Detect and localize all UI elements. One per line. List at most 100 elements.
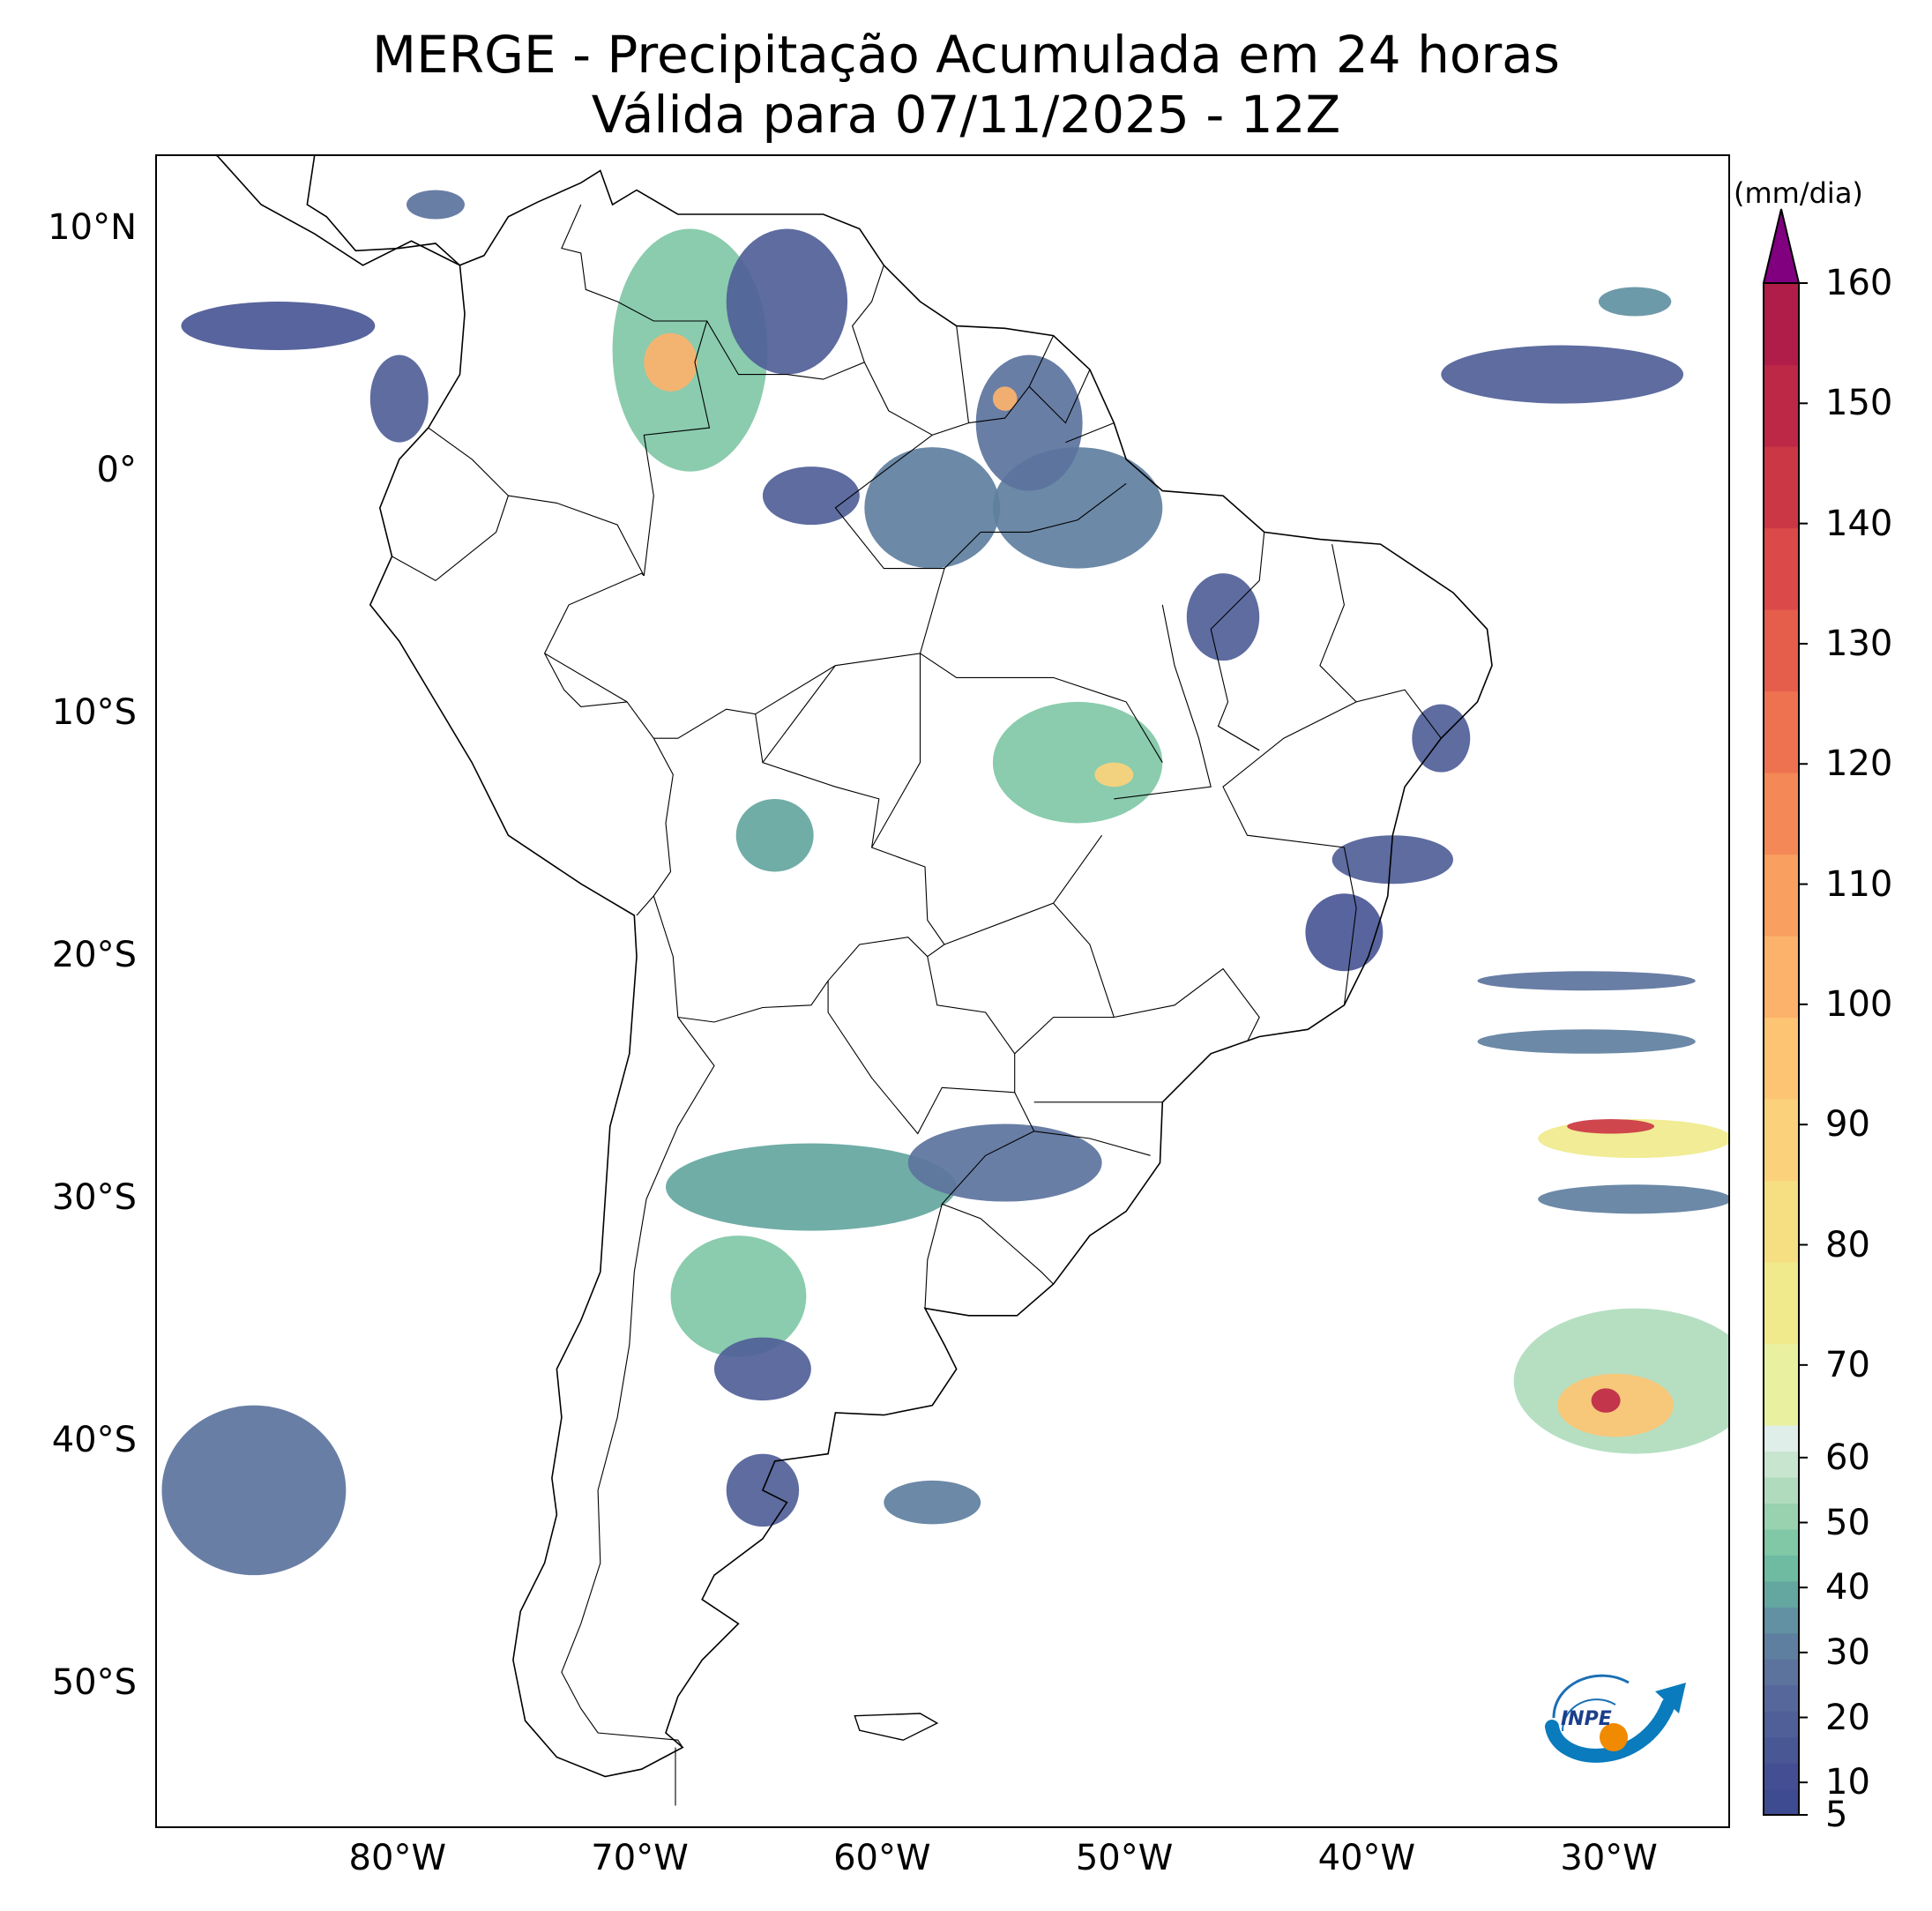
border-18: [1114, 604, 1212, 800]
rain-area-1: [644, 332, 697, 392]
border-23: [1222, 701, 1357, 1005]
rain-area-24: [1591, 1388, 1621, 1413]
border-12: [941, 1092, 1054, 1285]
map-title: MERGE - Precipitação Acumulada em 24 hor…: [372, 25, 1560, 85]
colorbar-segment: [1764, 446, 1799, 529]
colorbar-tick-label: 60: [1825, 1437, 1870, 1478]
rain-area-5: [975, 355, 1083, 491]
lat-tick-label: 50°S: [51, 1661, 137, 1703]
colorbar-segment: [1764, 1763, 1799, 1790]
lat-tick-label: 30°S: [51, 1176, 137, 1218]
border-26: [1033, 1131, 1151, 1156]
map-subtitle: Válida para 07/11/2025 - 12Z: [591, 85, 1341, 145]
rain-area-29: [1538, 1184, 1728, 1214]
border-6: [968, 335, 1055, 424]
border-5: [863, 325, 970, 436]
colorbar-tick-label: 120: [1825, 743, 1893, 785]
lon-tick-label: 50°W: [1075, 1838, 1174, 1878]
lon-tick-label: 70°W: [591, 1838, 689, 1878]
rain-area-33: [369, 355, 429, 443]
colorbar-segment: [1764, 527, 1799, 610]
colorbar-tick-label: 10: [1825, 1762, 1870, 1803]
rain-area-10: [1094, 762, 1134, 788]
border-4: [706, 265, 884, 380]
rain-area-16: [907, 1123, 1102, 1202]
colorbar-segment: [1764, 609, 1799, 692]
lon-tick-label: 30°W: [1560, 1838, 1658, 1878]
lat-tick-label: 10°N: [48, 206, 137, 248]
inpe-logo: INPE: [1545, 1674, 1686, 1763]
rain-area-28: [1477, 971, 1696, 991]
border-31: [762, 665, 836, 764]
border-8: [653, 708, 945, 958]
lon-tick-label: 60°W: [833, 1838, 931, 1878]
rain-area-7: [762, 467, 860, 526]
lat-tick-label: 0°: [96, 449, 137, 490]
rain-area-15: [666, 1143, 957, 1231]
colorbar-segment: [1764, 1451, 1799, 1478]
colorbar-segment: [1764, 1684, 1799, 1712]
colorbar-segment: [1764, 1343, 1799, 1426]
rain-area-2: [726, 228, 848, 375]
border-32: [871, 653, 921, 848]
border-24: [1218, 725, 1260, 751]
colorbar-segment: [1764, 690, 1799, 773]
lon-tick-label: 40°W: [1317, 1838, 1416, 1878]
colorbar-tick-label: 90: [1825, 1104, 1870, 1146]
svg-text:INPE: INPE: [1561, 1708, 1612, 1730]
colorbar-tick-label: 110: [1825, 863, 1893, 905]
colorbar-segment: [1764, 1017, 1799, 1100]
colorbar-tick-label: 150: [1825, 383, 1893, 424]
rain-area-14: [1305, 893, 1384, 972]
rain-area-32: [181, 302, 376, 351]
colorbar-tick-label: 5: [1825, 1795, 1848, 1835]
colorbar-tick-label: 70: [1825, 1344, 1870, 1385]
rain-area-6: [992, 386, 1018, 411]
lat-tick-label: 10°S: [51, 691, 137, 733]
colorbar-segment: [1764, 1659, 1799, 1686]
rain-area-26: [1567, 1119, 1655, 1134]
border-10: [653, 895, 679, 1018]
rain-area-9: [992, 701, 1163, 824]
border-1: [392, 427, 510, 582]
colorbar-outline: [1763, 282, 1800, 1816]
border-30: [834, 434, 945, 654]
colorbar-extend-arrow: [1762, 208, 1801, 284]
coastline-central-america-north: [306, 156, 460, 266]
colorbar-segment: [1764, 1607, 1799, 1634]
colorbar-tick-label: 140: [1825, 503, 1893, 544]
rain-area-21: [161, 1405, 347, 1576]
coastline-south-america: [369, 169, 1493, 1778]
colorbar-segment: [1764, 1503, 1799, 1530]
colorbar-tick-label: 40: [1825, 1567, 1870, 1609]
colorbar-segment: [1764, 1425, 1799, 1452]
rain-area-30: [1441, 345, 1684, 404]
coastline-central-america: [215, 156, 460, 266]
colorbar-segment: [1764, 1632, 1799, 1660]
colorbar-segment: [1764, 1736, 1799, 1764]
border-9: [677, 937, 929, 1023]
colorbar-tick-label: 50: [1825, 1502, 1870, 1543]
colorbar: [1762, 208, 1808, 1816]
colorbar-tick-label: 100: [1825, 983, 1893, 1025]
rain-area-20: [884, 1480, 981, 1525]
colorbar-segment: [1764, 936, 1799, 1019]
rain-area-18: [713, 1337, 811, 1401]
border-7: [1028, 369, 1091, 424]
border-11: [827, 956, 1016, 1135]
precipitation-map: [161, 156, 1728, 1806]
border-22: [1319, 543, 1442, 739]
colorbar-segment: [1764, 1580, 1799, 1608]
colorbar-segment: [1764, 1555, 1799, 1582]
lat-tick-label: 20°S: [51, 934, 137, 975]
colorbar-segment: [1764, 1711, 1799, 1738]
colorbar-segment: [1764, 854, 1799, 937]
border-2: [508, 495, 645, 577]
border-0: [543, 572, 674, 916]
colorbar-segment: [1764, 773, 1799, 855]
border-25: [1114, 967, 1260, 1042]
rain-area-13: [1332, 835, 1454, 885]
rain-area-3: [864, 447, 1001, 569]
colorbar-segment: [1764, 1788, 1799, 1816]
rain-area-11: [735, 798, 814, 872]
